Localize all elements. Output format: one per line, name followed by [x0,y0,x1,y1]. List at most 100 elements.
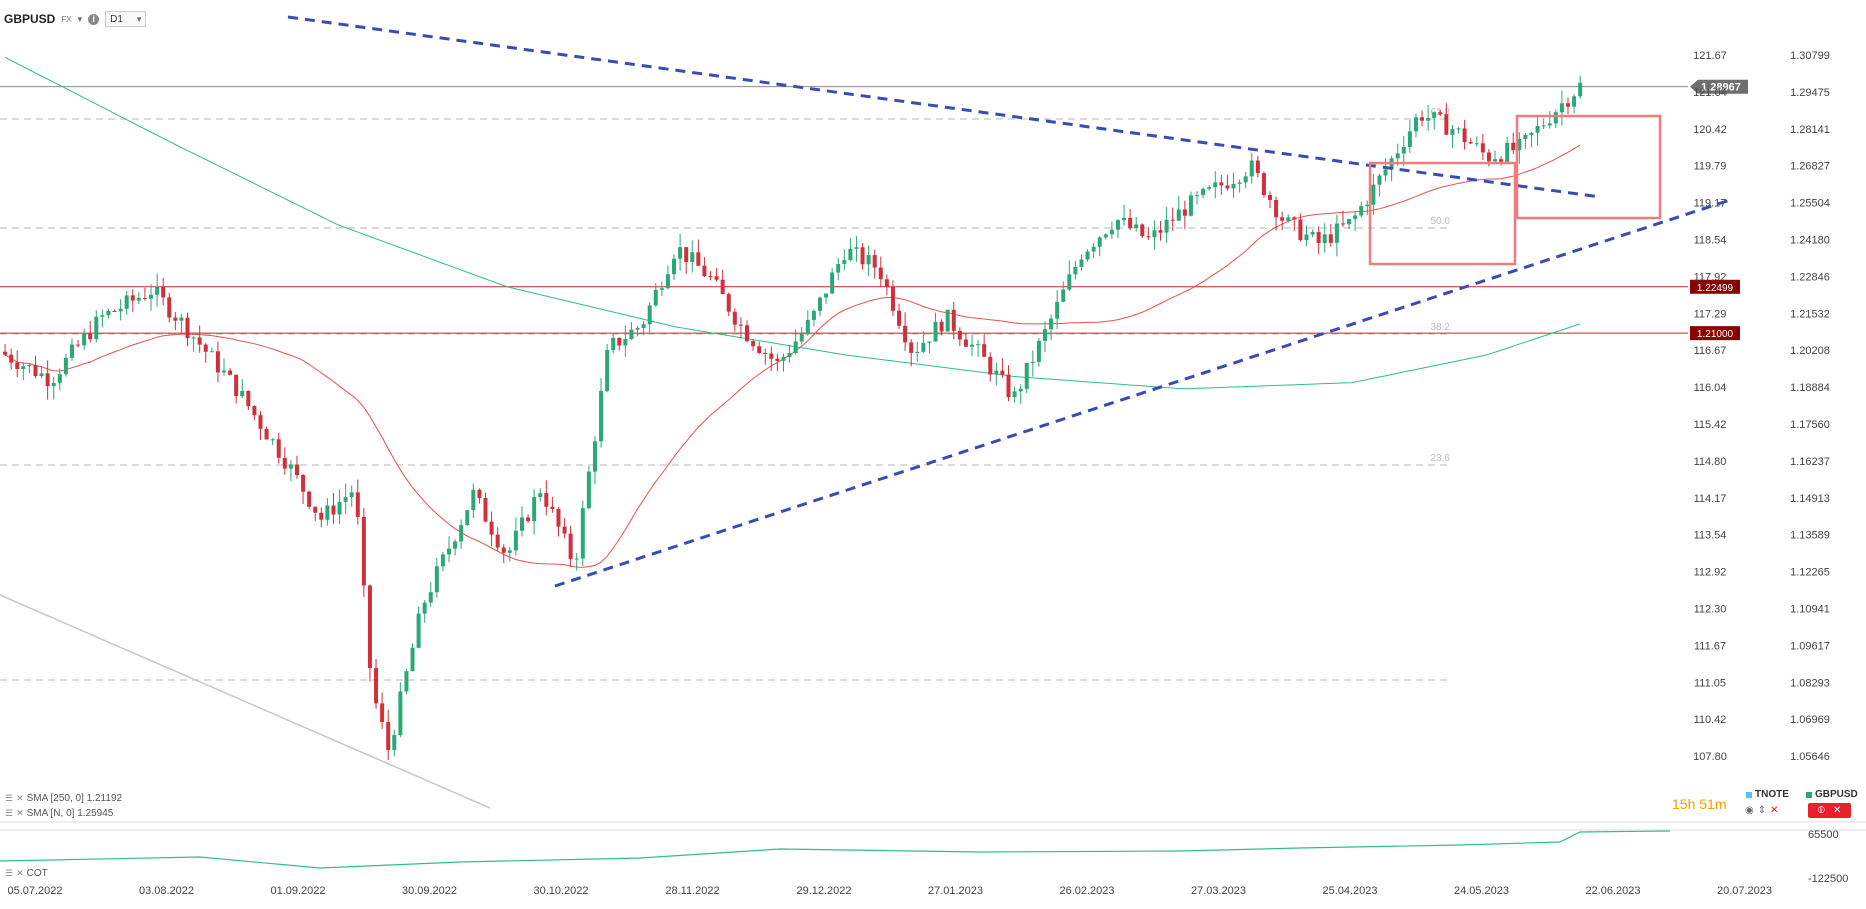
bull-candle [635,327,640,330]
legend-gbpusd[interactable]: GBPUSD [1806,789,1858,800]
bull-candle [574,558,579,560]
bull-candle [1049,318,1054,330]
bull-candle [854,247,859,249]
indicator-sman[interactable]: ☰ ✕ SMA [N, 0] 1.25945 [5,808,113,819]
bull-candle [848,248,853,261]
list-icon: ☰ [5,868,14,878]
bear-candle [1292,217,1297,220]
y-axis-left-label: 120.42 [1693,124,1727,136]
x-axis-label: 27.01.2023 [928,885,983,897]
bull-candle [1578,82,1583,97]
y-axis-left-label: 121.04 [1693,87,1727,99]
bear-candle [957,330,962,340]
bear-candle [1182,209,1187,216]
bull-candle [1079,259,1084,267]
close-icon[interactable]: ✕ [16,808,24,818]
bull-candle [343,497,348,502]
bull-candle [392,735,397,750]
level-price-label: 1.22499 [1697,283,1734,294]
close-icon[interactable]: ✕ [1770,805,1779,816]
bull-candle [1030,361,1035,363]
x-axis-label: 26.02.2023 [1059,885,1114,897]
bull-candle [933,321,938,342]
bear-candle [1511,142,1516,151]
bear-candle [872,255,877,268]
bull-candle [349,492,354,498]
settings-icon[interactable]: ⦶ [1817,805,1825,816]
bull-candle [513,530,518,551]
timeframe-select[interactable]: D1 ▾ [105,11,147,27]
legend-gbpusd-label: GBPUSD [1815,789,1858,800]
bull-candle [1365,204,1370,207]
sma250-line [4,56,1581,390]
bull-candle [817,297,822,311]
info-icon[interactable]: i [88,13,100,25]
bull-candle [811,310,816,320]
bull-candle [155,286,160,295]
bull-candle [799,332,804,342]
reorder-icon[interactable]: ⇕ [1757,805,1767,816]
bull-candle [404,671,409,692]
bull-candle [1383,169,1388,176]
bull-candle [580,508,585,559]
fibonacci-label: 23.6 [1431,453,1451,464]
bull-candle [678,247,683,259]
indicator-sma250[interactable]: ☰ ✕ SMA [250, 0] 1.21192 [5,793,122,804]
bear-candle [307,491,312,507]
fibonacci-label: 50.0 [1431,216,1451,227]
bear-candle [1000,370,1005,375]
legend-tnote[interactable]: TNOTE [1746,789,1789,800]
bear-candle [173,317,178,321]
symbol-label[interactable]: GBPUSD [4,12,56,26]
cot-controls: ◉ ⇕ ✕ [1745,805,1779,816]
x-axis-label: 22.06.2023 [1585,885,1640,897]
indicator-remove-box[interactable]: ⦶ ✕ [1808,803,1851,818]
indicator-cot[interactable]: ☰ ✕ COT [5,868,48,879]
close-icon[interactable]: ✕ [16,793,24,803]
bear-candle [909,342,914,353]
bull-candle [653,289,658,306]
horizontal-levels[interactable]: 1.22499 1.21000 1.28967 [0,79,1748,341]
symbol-dropdown-icon[interactable]: ▾ [77,13,83,24]
bear-candle [380,703,385,723]
bull-candle [690,252,695,263]
bear-candle [1316,232,1321,243]
bull-candle [1413,117,1418,132]
bull-candle [793,341,798,354]
bull-candle [1109,229,1114,235]
eye-icon[interactable]: ◉ [1745,805,1754,816]
x-axis-label: 30.10.2022 [533,885,588,897]
close-icon[interactable]: ✕ [1832,805,1842,816]
bull-candle [1012,391,1017,398]
bull-candle [1310,232,1315,235]
bear-candle [890,286,895,311]
indicator-cot-label: COT [26,868,48,879]
bull-candle [191,337,196,339]
bull-candle [1122,217,1127,221]
y-axis-right-label: 1.21532 [1790,308,1830,320]
bull-candle [1055,301,1060,319]
close-icon[interactable]: ✕ [16,868,24,878]
bull-candle [1407,131,1412,148]
bear-candle [1219,182,1224,186]
bull-candle [1134,224,1139,229]
bull-candle [641,324,646,328]
bear-candle [130,295,135,301]
sma50-line-group [4,144,1581,568]
y-axis-left-label: 110.42 [1694,714,1727,726]
candle-countdown: 15h 51m [1672,796,1727,812]
y-axis-left-label: 114.17 [1694,493,1727,505]
bull-candle [57,374,62,383]
bull-candle [1377,175,1382,185]
bear-candle [161,286,166,298]
bull-candle [434,566,439,593]
bear-candle [708,276,713,278]
timeframe-value: D1 [110,13,123,25]
bull-candle [836,263,841,273]
drawings[interactable] [0,15,1731,809]
bear-candle [1420,117,1425,121]
axes: 121.67 1.30799 121.04 1.29475 120.42 1.28141 1… [7,50,1829,897]
y-axis-right-label: 1.13589 [1790,530,1830,542]
bull-candle [124,295,129,309]
